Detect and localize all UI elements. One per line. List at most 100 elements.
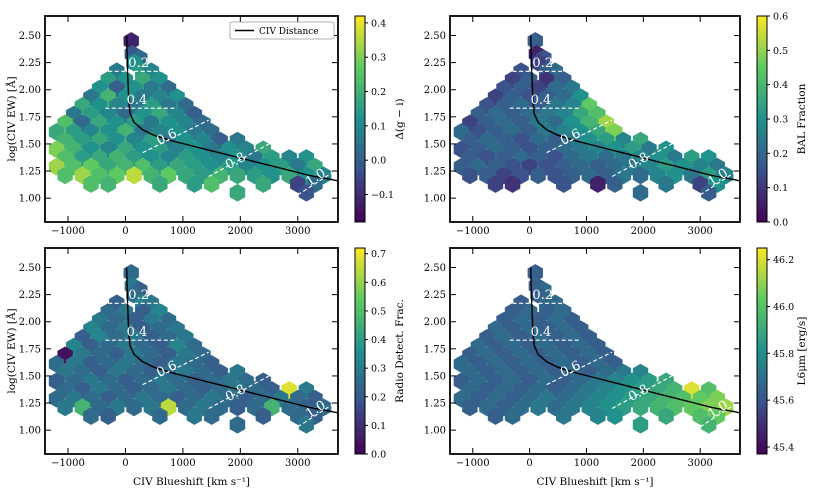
- hexbin-cell: [298, 415, 315, 434]
- x-tick-label: 0: [526, 458, 532, 469]
- y-tick-label: 1.00: [424, 426, 446, 437]
- y-tick-label: 2.00: [424, 317, 446, 328]
- distance-contour: [611, 143, 673, 177]
- x-tick-label: 3000: [285, 458, 310, 469]
- hexbin-cell: [462, 166, 478, 185]
- hexbin-cell: [126, 166, 142, 185]
- x-tick-label: −1000: [456, 226, 490, 237]
- hexbin-cell: [487, 407, 504, 425]
- hexbin-cell: [556, 175, 572, 193]
- y-tick-label: 1.25: [19, 399, 41, 410]
- distance-contour-label: 0.2: [128, 56, 149, 71]
- colorbar-tick-label: 0.3: [371, 364, 386, 375]
- x-tick-label: −1000: [456, 458, 490, 469]
- y-tick-label: 2.50: [424, 263, 446, 274]
- colorbar-tick-label: 0.4: [773, 80, 788, 91]
- hexbin-cell: [701, 183, 717, 202]
- civ-distance-curve: [530, 267, 740, 414]
- colorbar: 0.0 0.1 0.2 0.3 0.4 0.5 0.6 0.7 Radio Detect. Fr…: [354, 247, 406, 461]
- x-axis-label: CIV Blueshift [km s⁻¹]: [536, 476, 653, 488]
- colorbar-tick-label: 0.1: [773, 183, 788, 194]
- y-tick-label: 2.25: [424, 58, 446, 69]
- distance-contour-label: 0.4: [531, 93, 552, 108]
- colorbar-tick-label: 0.6: [371, 278, 386, 289]
- x-tick-label: −1000: [51, 458, 85, 469]
- colorbar-tick-label: −0.1: [371, 190, 394, 201]
- distance-contour: [546, 119, 613, 154]
- hexbin-cell: [229, 183, 246, 202]
- hexbin-cell: [186, 407, 203, 425]
- axes-frame: [449, 247, 741, 455]
- hexbin-cell: [57, 166, 73, 185]
- y-tick-label: 1.25: [19, 167, 41, 178]
- colorbar-tick-label: 0.1: [371, 121, 386, 132]
- colorbar-tick-label: 0.5: [371, 306, 386, 317]
- distance-contour: [699, 400, 740, 428]
- hexbin-cell: [83, 175, 99, 193]
- x-tick-label: 1000: [170, 458, 195, 469]
- y-tick-label: 1.50: [424, 139, 446, 150]
- colorbar-tick-label: 0.3: [371, 53, 386, 64]
- y-tick-label: 2.50: [424, 31, 446, 42]
- x-tick-label: 3000: [285, 226, 310, 237]
- colorbar-tick-label: 0.2: [773, 149, 788, 160]
- hexbin-cell: [83, 407, 99, 425]
- colorbar-tick-label: 0.2: [371, 392, 386, 403]
- y-axis-label: log(CIV EW) [Å]: [4, 76, 18, 161]
- hexbin-cell: [504, 175, 521, 193]
- colorbar-tick-label: 45.6: [773, 396, 794, 407]
- y-tick-label: 1.75: [19, 344, 41, 355]
- y-tick-label: 1.75: [424, 112, 446, 123]
- hexbin-cell: [186, 175, 203, 193]
- plot-area: 0.20.40.60.81.0: [48, 264, 338, 434]
- colorbar-tick-label: 0.6: [773, 12, 788, 23]
- colorbar-label: L6μm [erg/s]: [796, 317, 808, 386]
- y-tick-label: 1.00: [19, 194, 41, 205]
- colorbar-tick-label: 0.4: [371, 18, 386, 29]
- colorbar: 45.4 45.6 45.8 46.0 46.2 L6μm [erg/s]: [756, 247, 808, 455]
- y-axis-label: log(CIV EW) [Å]: [4, 308, 18, 393]
- y-tick-label: 1.50: [19, 371, 41, 382]
- hexbin-cell: [701, 415, 717, 434]
- colorbar-tick-label: 0.1: [371, 421, 386, 432]
- colorbar-tick-label: 0.3: [773, 115, 788, 126]
- distance-contour-label: 0.4: [127, 93, 148, 108]
- colorbar-tick-label: 0.5: [773, 46, 788, 57]
- hexbin-cell: [658, 175, 674, 193]
- colorbar-gradient: [354, 15, 366, 223]
- distance-contour: [546, 351, 613, 386]
- panel-top-right: 0.20.40.60.81.0−1000 0 1000 2000 30001.001.2…: [424, 12, 808, 238]
- distance-contour: [142, 119, 209, 154]
- colorbar-tick-label: 45.4: [773, 442, 794, 453]
- axes-frame: [449, 15, 741, 223]
- civ-distance-curve: [125, 267, 338, 414]
- legend-label: CIV Distance: [259, 27, 319, 37]
- y-tick-label: 2.25: [19, 290, 41, 301]
- panel-bottom-right: 0.20.40.60.81.0−1000 0 1000 2000 30001.001.2…: [424, 247, 808, 488]
- colorbar-gradient: [354, 247, 366, 455]
- y-tick-label: 1.50: [424, 371, 446, 382]
- colorbar-label: Radio Detect. Frac.: [394, 299, 406, 403]
- hexbin-cell: [487, 175, 504, 193]
- distance-contour: [611, 375, 673, 409]
- y-tick-label: 2.00: [424, 85, 446, 96]
- y-tick-label: 1.75: [19, 112, 41, 123]
- panel-top-left: 0.20.40.60.81.0−1000 0 1000 2000 30001.001.2…: [4, 15, 406, 237]
- hexbin-cell: [152, 175, 168, 193]
- hexbin-cell: [57, 398, 73, 417]
- y-tick-label: 1.25: [424, 167, 446, 178]
- hexbin-cell: [632, 415, 649, 434]
- distance-contour: [699, 168, 740, 196]
- x-tick-label: 2000: [631, 458, 656, 469]
- axes-frame: [44, 247, 339, 455]
- hexbin-cell: [152, 407, 168, 425]
- y-tick-label: 1.00: [19, 426, 41, 437]
- x-tick-label: 2000: [228, 458, 253, 469]
- x-tick-label: 1000: [574, 226, 599, 237]
- y-tick-label: 2.25: [424, 290, 446, 301]
- civ-distance-curve: [530, 35, 740, 182]
- plot-area: 0.20.40.60.81.0: [453, 32, 740, 202]
- y-tick-label: 2.50: [19, 31, 41, 42]
- x-tick-label: 2000: [631, 226, 656, 237]
- hexbin-cell: [255, 175, 271, 193]
